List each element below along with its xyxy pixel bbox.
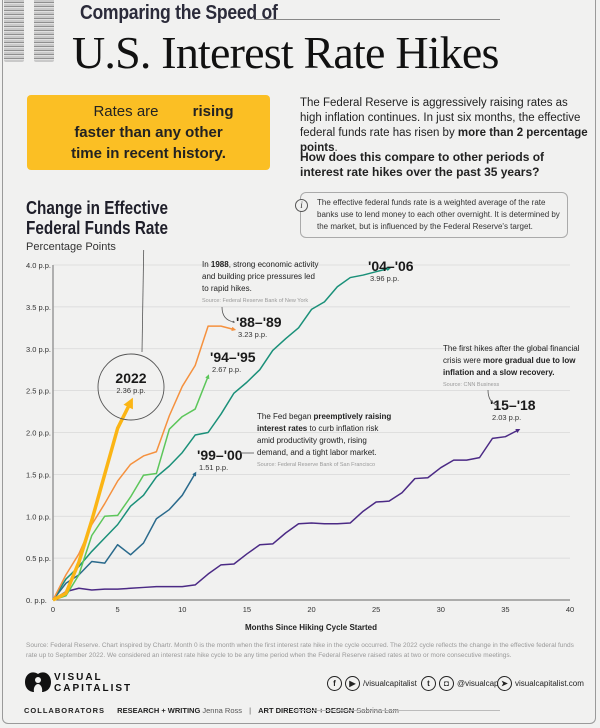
svg-text:interest rates to curb inflati: interest rates to curb inflation risk (257, 424, 379, 433)
x-tick-label: 20 (307, 605, 315, 614)
svg-text:Source: CNN Business: Source: CNN Business (443, 382, 499, 388)
info-icon: i (295, 199, 308, 212)
website-link-group: ➤ visualcapitalist.com (497, 676, 584, 691)
instagram-icon[interactable]: ◘ (439, 676, 454, 691)
highlight-circle-2022 (97, 353, 165, 421)
source-note: Source: Federal Reserve. Chart inspired … (26, 642, 574, 659)
x-tick-label: 5 (116, 605, 120, 614)
line-chart: 0 5 10 15 20 25 30 35 40 0. p.p. 0.5 p.p. 1.0 p.p.… (26, 250, 580, 632)
coin-stack-icon (34, 0, 54, 62)
series-final-value: 2.67 p.p. (212, 365, 241, 374)
page-title: U.S. Interest Rate Hikes (72, 27, 499, 78)
annotation-1988: In 1988, strong economic activity and bu… (202, 260, 319, 323)
y-tick-label: 2.0 p.p. (26, 429, 51, 438)
chart-title-line1: Change in Effective (26, 198, 168, 218)
y-tick-label: 0.5 p.p. (26, 554, 51, 563)
social-links-group-2: t ◘ @visualcap (421, 676, 498, 691)
y-tick-label: 3.5 p.p. (26, 303, 51, 312)
series-line-94-95 (52, 374, 210, 601)
callout-bold-text: rising faster than any other time in rec… (71, 103, 234, 162)
footer-divider (292, 710, 500, 711)
logo-line1: VISUAL (54, 672, 103, 683)
chart-title: Change in Effective Federal Funds Rate (26, 198, 168, 238)
intro-text: The Federal Reserve is aggressively rais… (300, 97, 581, 139)
callout-text: Rates are (93, 103, 163, 120)
x-tick-label: 25 (372, 605, 380, 614)
series-label: '15–'18 (490, 397, 536, 413)
youtube-icon[interactable]: ▶ (345, 676, 360, 691)
x-axis-label: Months Since Hiking Cycle Started (245, 623, 377, 632)
svg-text:In 1988, strong economic activ: In 1988, strong economic activity (202, 260, 319, 269)
series-label: 2022 (115, 370, 146, 386)
x-tick-label: 15 (243, 605, 251, 614)
chart-unit-label: Percentage Points (26, 241, 116, 253)
series-label: '04–'06 (368, 258, 414, 274)
series-final-value: 3.96 p.p. (370, 274, 399, 283)
info-text: The effective federal funds rate is a we… (317, 198, 560, 231)
intro-question: How does this compare to other periods o… (300, 150, 545, 179)
facebook-icon[interactable]: f (327, 676, 342, 691)
series-final-value: 2.03 p.p. (492, 413, 521, 422)
website-link[interactable]: visualcapitalist.com (515, 679, 584, 688)
collaborators-label: COLLABORATORS (24, 706, 106, 715)
highlight-callout: Rates are rising faster than any other t… (27, 95, 270, 170)
callout-pointer-line (141, 250, 145, 353)
svg-text:Source: Federal Reserve Bank o: Source: Federal Reserve Bank of San Fran… (257, 462, 375, 468)
x-tick-label: 35 (501, 605, 509, 614)
annotation-2015: The first hikes after the global financi… (443, 344, 580, 406)
series-line-2022 (52, 397, 133, 602)
cursor-icon[interactable]: ➤ (497, 676, 512, 691)
title-kicker: Comparing the Speed of (80, 2, 278, 24)
series-line-04-06 (52, 266, 392, 601)
research-name: Jenna Ross (202, 706, 242, 715)
svg-text:inflation and a slow recovery.: inflation and a slow recovery. (443, 368, 554, 377)
x-tick-label: 30 (437, 605, 445, 614)
social-handle-link[interactable]: /visualcapitalist (363, 679, 417, 688)
series-label: '88–'89 (236, 314, 282, 330)
svg-text:amid productivity growth, risi: amid productivity growth, rising (257, 436, 367, 445)
credit-separator: | (249, 706, 252, 715)
x-tick-label: 40 (566, 605, 574, 614)
y-tick-label: 2.5 p.p. (26, 387, 51, 396)
svg-text:demand, and a tight labor mark: demand, and a tight labor market. (257, 448, 377, 457)
twitter-icon[interactable]: t (421, 676, 436, 691)
svg-text:Source: Federal Reserve Bank o: Source: Federal Reserve Bank of New York (202, 298, 308, 304)
social-handle-link[interactable]: @visualcap (457, 679, 499, 688)
series-label: '94–'95 (210, 349, 256, 365)
y-tick-label: 1.5 p.p. (26, 470, 51, 479)
y-tick-label: 0. p.p. (26, 596, 47, 605)
svg-text:to rapid hikes.: to rapid hikes. (202, 284, 252, 293)
series-final-value: 1.51 p.p. (199, 463, 228, 472)
x-tick-label: 10 (178, 605, 186, 614)
y-tick-label: 4.0 p.p. (26, 261, 51, 270)
kicker-divider (254, 19, 500, 20)
logo-line2: CAPITALIST (54, 683, 133, 694)
chart-title-line2: Federal Funds Rate (26, 218, 168, 238)
svg-text:The Fed began preemptively rai: The Fed began preemptively raising (257, 412, 391, 421)
social-links-group-1: f ▶ /visualcapitalist (327, 676, 417, 691)
logo-wordmark: VISUAL CAPITALIST (54, 672, 132, 694)
info-box: i The effective federal funds rate is a … (295, 192, 568, 238)
series-line-15-18 (52, 428, 521, 601)
intro-paragraph: The Federal Reserve is aggressively rais… (300, 96, 590, 156)
research-label: RESEARCH + WRITING (117, 706, 201, 715)
y-tick-label: 3.0 p.p. (26, 345, 51, 354)
y-tick-label: 1.0 p.p. (26, 512, 51, 521)
series-line-99-00 (52, 471, 197, 601)
visual-capitalist-logo-icon (25, 672, 51, 692)
annotation-1999: The Fed began preemptively raising inter… (240, 412, 391, 468)
svg-text:crisis were more gradual due t: crisis were more gradual due to low (443, 356, 576, 365)
series-final-value: 3.23 p.p. (238, 330, 267, 339)
intro-end: . (334, 142, 338, 154)
series-final-value: 2.36 p.p. (116, 386, 145, 395)
coin-stack-icon (4, 0, 24, 62)
svg-text:The first hikes after the glob: The first hikes after the global financi… (443, 344, 580, 353)
intro-bold-text: more than 2 percentage points (300, 127, 588, 154)
series-label: '99–'00 (197, 447, 243, 463)
x-tick-label: 0 (51, 605, 55, 614)
svg-text:and building price pressures l: and building price pressures led (202, 272, 315, 281)
